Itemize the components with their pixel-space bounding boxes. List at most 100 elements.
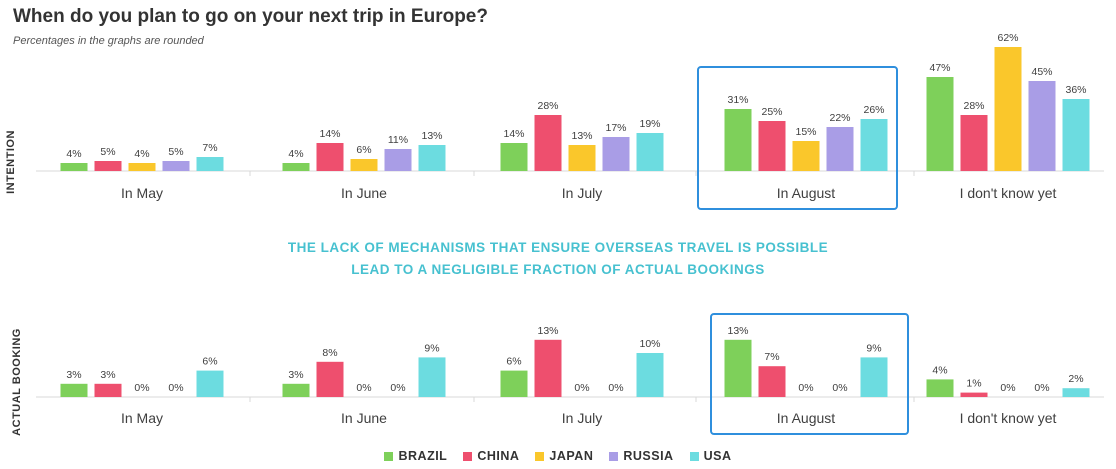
intention-data-label-russia: 22% <box>829 112 850 124</box>
intention-data-label-china: 28% <box>963 100 984 112</box>
intention-bar-brazil <box>60 163 88 171</box>
booking-data-label-brazil: 3% <box>66 369 81 381</box>
intention-data-label-china: 25% <box>761 106 782 118</box>
booking-data-label-usa: 6% <box>202 356 217 368</box>
legend-label-japan: JAPAN <box>549 449 594 463</box>
booking-data-label-russia: 0% <box>832 382 847 394</box>
intention-bar-usa <box>1062 99 1090 171</box>
booking-category-label: I don't know yet <box>960 410 1057 426</box>
booking-data-label-russia: 0% <box>608 382 623 394</box>
booking-category-label: In July <box>562 410 602 426</box>
booking-data-label-japan: 0% <box>574 382 589 394</box>
booking-bar-brazil <box>926 379 954 397</box>
intention-bar-china <box>316 143 344 171</box>
intention-bar-japan <box>994 47 1022 171</box>
intention-data-label-usa: 7% <box>202 142 217 154</box>
intention-data-label-china: 28% <box>537 100 558 112</box>
intention-bar-russia <box>1028 81 1056 171</box>
legend-swatch-china <box>463 451 473 461</box>
intention-bar-usa <box>636 133 664 171</box>
intention-data-label-china: 14% <box>319 128 340 140</box>
intention-data-label-japan: 15% <box>795 126 816 138</box>
booking-data-label-china: 3% <box>100 369 115 381</box>
booking-bar-brazil <box>500 370 528 397</box>
intention-bar-usa <box>860 119 888 171</box>
intention-y-axis-label: INTENTION <box>5 130 17 194</box>
intention-data-label-brazil: 14% <box>503 128 524 140</box>
chart-title: When do you plan to go on your next trip… <box>13 6 488 27</box>
intention-category-label: In May <box>121 185 163 201</box>
legend-item-brazil: BRAZIL <box>384 449 447 463</box>
intention-bar-china <box>94 161 122 171</box>
booking-data-label-usa: 2% <box>1068 373 1083 385</box>
intention-bar-russia <box>602 137 630 171</box>
intention-bar-china <box>960 115 988 171</box>
booking-data-label-usa: 9% <box>424 342 439 354</box>
booking-category-label: In August <box>777 410 835 426</box>
intention-bar-russia <box>162 161 190 171</box>
booking-bar-china <box>534 339 562 397</box>
booking-bar-china <box>94 383 122 397</box>
intention-bar-brazil <box>724 109 752 171</box>
booking-data-label-brazil: 3% <box>288 369 303 381</box>
legend-swatch-russia <box>609 451 619 461</box>
intention-data-label-brazil: 4% <box>66 148 81 160</box>
callout-line-2: LEAD TO A NEGLIGIBLE FRACTION OF ACTUAL … <box>351 262 765 277</box>
legend-label-russia: RUSSIA <box>623 449 674 463</box>
intention-data-label-china: 5% <box>100 146 115 158</box>
intention-bar-china <box>534 115 562 171</box>
intention-bar-japan <box>568 145 596 171</box>
intention-data-label-japan: 6% <box>356 144 371 156</box>
intention-data-label-usa: 13% <box>421 130 442 142</box>
intention-bar-russia <box>826 127 854 171</box>
booking-data-label-usa: 9% <box>866 342 881 354</box>
booking-data-label-russia: 0% <box>390 382 405 394</box>
intention-data-label-japan: 13% <box>571 130 592 142</box>
callout-line-1: THE LACK OF MECHANISMS THAT ENSURE OVERS… <box>287 240 829 255</box>
intention-bar-usa <box>196 157 224 171</box>
booking-bar-usa <box>196 370 224 397</box>
chart-subtitle: Percentages in the graphs are rounded <box>13 35 204 47</box>
booking-bar-usa <box>860 357 888 397</box>
booking-data-label-usa: 10% <box>639 338 660 350</box>
intention-bar-brazil <box>926 77 954 171</box>
booking-bar-usa <box>418 357 446 397</box>
intention-data-label-usa: 19% <box>639 118 660 130</box>
booking-bar-china <box>758 366 786 397</box>
booking-data-label-brazil: 4% <box>932 364 947 376</box>
legend-swatch-brazil <box>384 451 394 461</box>
intention-data-label-brazil: 31% <box>727 94 748 106</box>
intention-category-label: In July <box>562 185 602 201</box>
booking-data-label-japan: 0% <box>798 382 813 394</box>
booking-bar-usa <box>1062 388 1090 397</box>
legend-swatch-japan <box>535 451 545 461</box>
booking-y-axis-label: ACTUAL BOOKING <box>11 328 23 436</box>
booking-data-label-brazil: 6% <box>506 356 521 368</box>
intention-data-label-japan: 4% <box>134 148 149 160</box>
legend-item-japan: JAPAN <box>535 449 593 463</box>
intention-data-label-brazil: 47% <box>929 62 950 74</box>
intention-bar-russia <box>384 149 412 171</box>
legend-swatch-usa <box>689 451 699 461</box>
booking-bar-usa <box>636 353 664 397</box>
intention-data-label-russia: 45% <box>1031 66 1052 78</box>
intention-data-label-russia: 17% <box>605 122 626 134</box>
booking-data-label-china: 8% <box>322 347 337 359</box>
intention-bar-japan <box>128 163 156 171</box>
intention-data-label-russia: 11% <box>388 134 408 146</box>
intention-data-label-japan: 62% <box>997 32 1018 44</box>
booking-bar-brazil <box>282 383 310 397</box>
booking-data-label-china: 7% <box>764 351 779 363</box>
booking-category-label: In June <box>341 410 387 426</box>
intention-bar-japan <box>792 141 820 171</box>
intention-bar-china <box>758 121 786 171</box>
intention-data-label-brazil: 4% <box>288 148 303 160</box>
intention-bar-brazil <box>282 163 310 171</box>
intention-category-label: In August <box>777 185 835 201</box>
booking-data-label-russia: 0% <box>1034 382 1049 394</box>
legend-item-china: CHINA <box>463 449 519 463</box>
intention-category-label: In June <box>341 185 387 201</box>
booking-data-label-japan: 0% <box>356 382 371 394</box>
booking-data-label-brazil: 13% <box>727 325 748 337</box>
